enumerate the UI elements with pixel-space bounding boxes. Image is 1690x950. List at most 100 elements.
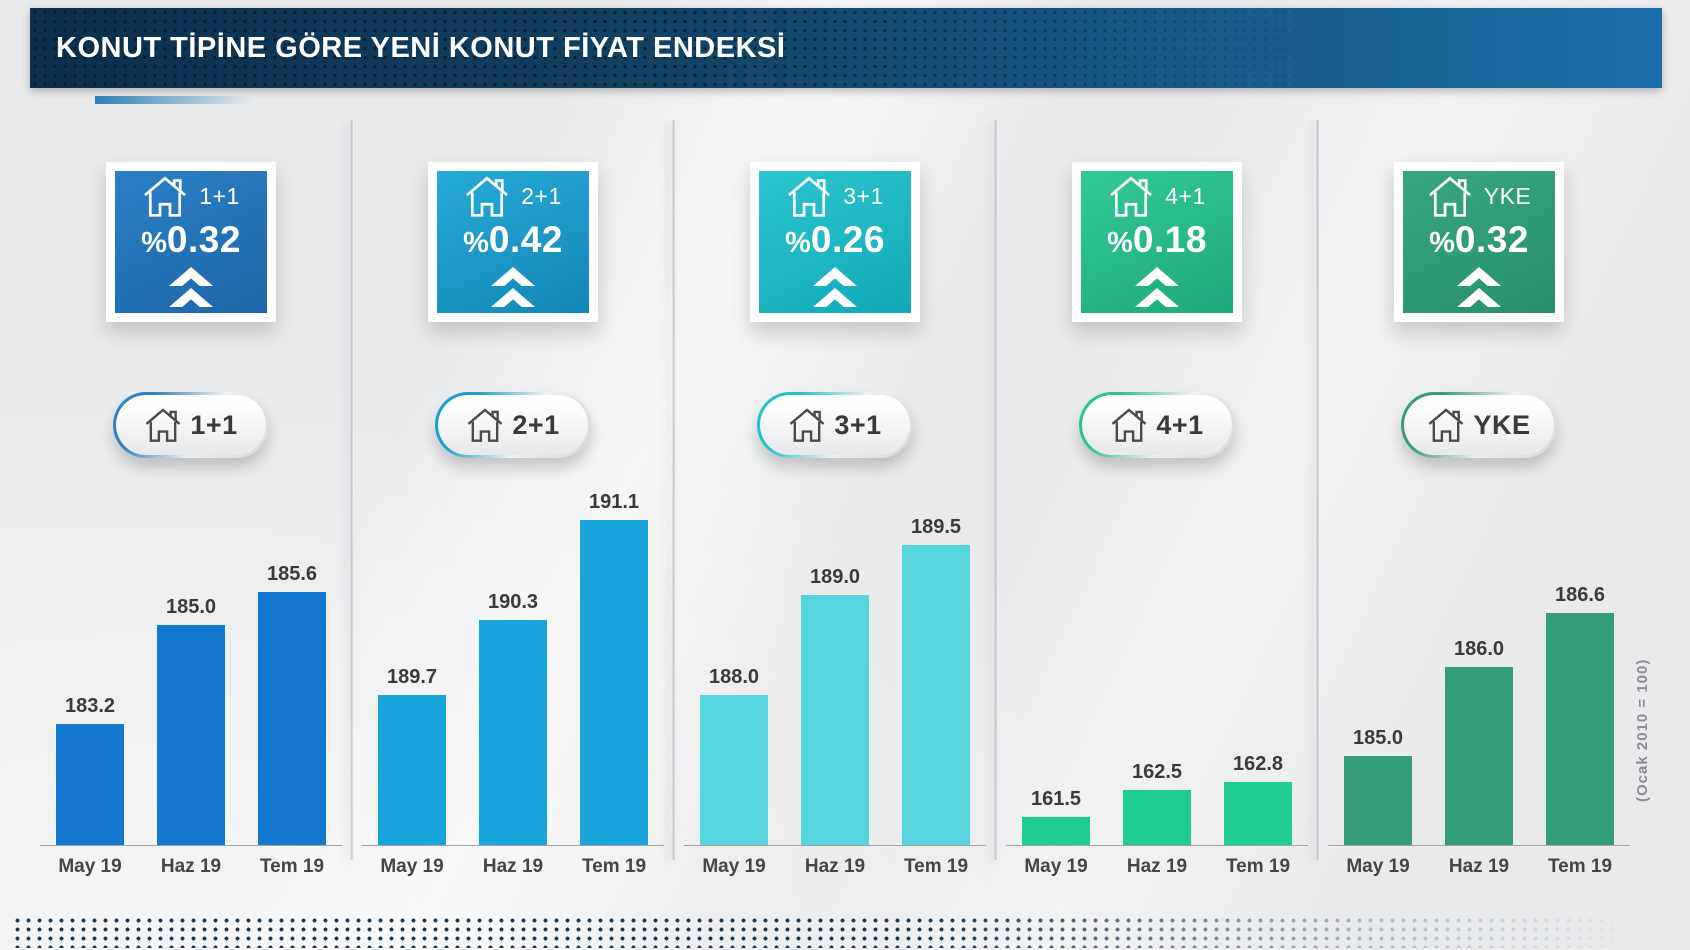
price-index-bar-chart: 183.2 185.0 185.6 May 19 Haz 19 Tem 19 xyxy=(30,423,352,883)
bar-group: 190.3 xyxy=(479,591,547,845)
footer-dot-pattern xyxy=(12,916,1690,948)
bar-value-label: 185.0 xyxy=(1352,727,1404,749)
bar xyxy=(580,520,648,845)
bar-group: 191.1 xyxy=(580,491,648,845)
bar xyxy=(378,695,446,845)
panel-divider xyxy=(1316,120,1320,860)
bar xyxy=(479,620,547,845)
housing-type-label: 2+1 xyxy=(521,183,562,209)
x-axis-label: Haz 19 xyxy=(804,856,866,877)
x-axis-label: Tem 19 xyxy=(1225,856,1291,877)
x-axis-labels: May 19 Haz 19 Tem 19 xyxy=(56,856,326,878)
bar-value-label: 191.1 xyxy=(588,491,640,513)
percent-number: 0.42 xyxy=(488,218,563,260)
x-axis-label: May 19 xyxy=(702,856,766,877)
x-axis-label: Tem 19 xyxy=(1547,856,1613,877)
summary-card-header: 2+1 xyxy=(464,176,562,218)
bar xyxy=(1546,613,1614,845)
house-icon xyxy=(466,407,504,443)
x-axis-label: Haz 19 xyxy=(1448,856,1510,877)
summary-card-header: 4+1 xyxy=(1108,176,1206,218)
monthly-change-value: % 0.18 xyxy=(1107,221,1207,258)
bar-group: 188.0 xyxy=(700,666,768,845)
housing-type-pill-label: 3+1 xyxy=(834,409,882,440)
house-icon xyxy=(1427,407,1465,443)
housing-type-pill-face: YKE xyxy=(1404,395,1554,455)
bar-group: 189.7 xyxy=(378,666,446,845)
price-index-bar-chart: 185.0 186.0 186.6 May 19 Haz 19 Tem 19 xyxy=(1318,423,1640,883)
housing-type-pill-face: 4+1 xyxy=(1082,395,1232,455)
x-axis-label: May 19 xyxy=(380,856,444,877)
bar-value-label: 186.0 xyxy=(1453,638,1505,660)
bars-group: 185.0 186.0 186.6 xyxy=(1344,584,1614,845)
percent-sign: % xyxy=(463,226,489,259)
x-axis-labels: May 19 Haz 19 Tem 19 xyxy=(378,856,648,878)
bar-value-label: 189.7 xyxy=(386,666,438,688)
percent-sign: % xyxy=(1107,226,1133,259)
percent-number: 0.18 xyxy=(1132,218,1207,260)
bar-group: 185.0 xyxy=(1344,727,1412,845)
x-axis-labels: May 19 Haz 19 Tem 19 xyxy=(1344,856,1614,878)
bar-value-label: 162.8 xyxy=(1232,753,1284,775)
bar-group: 189.5 xyxy=(902,516,970,845)
house-icon xyxy=(1108,176,1154,218)
double-chevron-up-icon xyxy=(811,266,859,309)
x-axis-line xyxy=(1006,845,1308,846)
percent-number: 0.26 xyxy=(810,218,885,260)
double-chevron-up-icon xyxy=(167,266,215,309)
title-banner: KONUT TİPİNE GÖRE YENİ KONUT FİYAT ENDEK… xyxy=(30,8,1662,88)
housing-type-label: 3+1 xyxy=(843,183,884,209)
percent-number: 0.32 xyxy=(1454,218,1529,260)
bar xyxy=(902,545,970,845)
summary-card-header: YKE xyxy=(1427,176,1532,218)
x-axis-label: Tem 19 xyxy=(903,856,969,877)
house-icon xyxy=(144,407,182,443)
housing-type-pill-label: 1+1 xyxy=(190,409,238,440)
summary-card-frame: 2+1 % 0.42 xyxy=(428,162,598,322)
x-axis-line xyxy=(40,845,342,846)
housing-type-label: YKE xyxy=(1483,183,1532,209)
housing-type-label: 1+1 xyxy=(199,183,240,209)
summary-card: 3+1 % 0.26 xyxy=(759,171,911,313)
housing-type-pill-face: 3+1 xyxy=(760,395,910,455)
x-axis-line xyxy=(362,845,664,846)
bar-group: 186.6 xyxy=(1546,584,1614,845)
bar xyxy=(1022,817,1090,845)
panel-2+1: 2+1 % 0.42 xyxy=(352,120,674,883)
panel-divider xyxy=(994,120,998,860)
banner-dot-pattern xyxy=(30,8,1662,88)
bar xyxy=(1123,790,1191,845)
bar-value-label: 190.3 xyxy=(487,591,539,613)
bar-value-label: 188.0 xyxy=(708,666,760,688)
bar-group: 185.0 xyxy=(157,596,225,845)
monthly-change-value: % 0.32 xyxy=(141,221,241,258)
monthly-change-value: % 0.42 xyxy=(463,221,563,258)
page-title: KONUT TİPİNE GÖRE YENİ KONUT FİYAT ENDEK… xyxy=(56,32,786,64)
housing-type-pill-label: 2+1 xyxy=(512,409,560,440)
housing-type-pill: YKE xyxy=(1401,392,1557,458)
panel-3+1: 3+1 % 0.26 xyxy=(674,120,996,883)
index-base-footnote: (Ocak 2010 = 100) xyxy=(1634,658,1651,802)
housing-type-pill: 2+1 xyxy=(435,392,591,458)
x-axis-label: May 19 xyxy=(1346,856,1410,877)
double-chevron-up-icon xyxy=(1133,266,1181,309)
x-axis-line xyxy=(684,845,986,846)
monthly-change-value: % 0.26 xyxy=(785,221,885,258)
bar-value-label: 161.5 xyxy=(1030,788,1082,810)
summary-card-frame: 1+1 % 0.32 xyxy=(106,162,276,322)
bar xyxy=(157,625,225,845)
housing-type-pill-label: 4+1 xyxy=(1156,409,1204,440)
bar-value-label: 185.0 xyxy=(165,596,217,618)
summary-card: 1+1 % 0.32 xyxy=(115,171,267,313)
bars-group: 161.5 162.5 162.8 xyxy=(1022,753,1292,845)
x-axis-label: Tem 19 xyxy=(581,856,647,877)
housing-type-label: 4+1 xyxy=(1165,183,1206,209)
summary-card: YKE % 0.32 xyxy=(1403,171,1555,313)
bar-value-label: 189.0 xyxy=(809,566,861,588)
panel-divider xyxy=(350,120,354,860)
house-icon xyxy=(788,407,826,443)
housing-type-pill-face: 1+1 xyxy=(116,395,266,455)
panel-4+1: 4+1 % 0.18 xyxy=(996,120,1318,883)
bar xyxy=(801,595,869,845)
bar-value-label: 185.6 xyxy=(266,563,318,585)
